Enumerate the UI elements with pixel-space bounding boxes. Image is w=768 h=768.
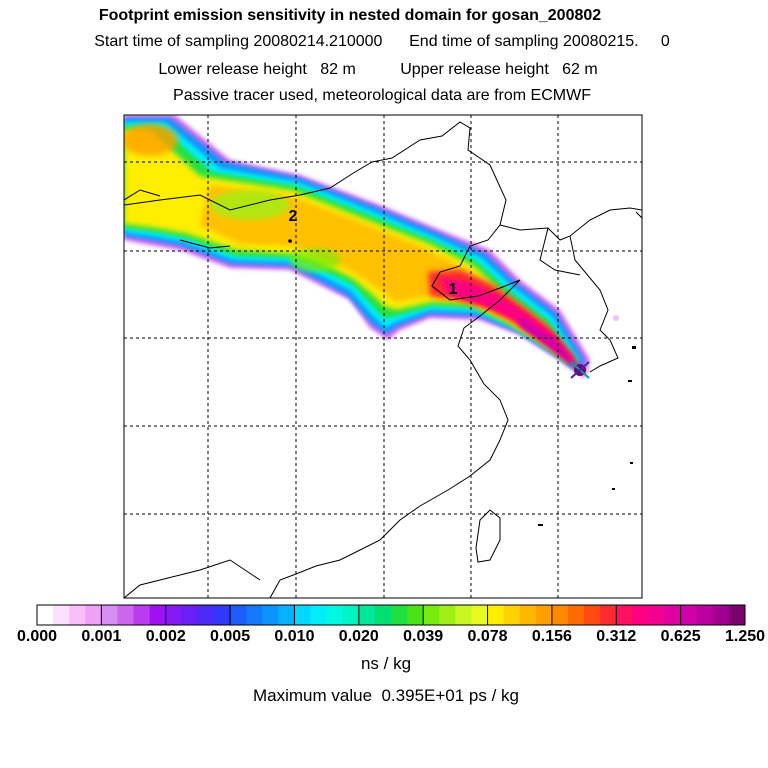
colorbar-cell bbox=[455, 605, 472, 625]
colorbar-cell bbox=[197, 605, 215, 625]
footprint-field bbox=[124, 115, 619, 378]
colorbar-tick-label: 0.625 bbox=[660, 628, 701, 645]
colorbar-cell bbox=[342, 605, 360, 625]
colorbar-cell bbox=[165, 605, 183, 625]
colorbar-cell bbox=[551, 605, 569, 625]
colorbar-cell bbox=[85, 605, 102, 625]
colorbar-tick-label: 0.312 bbox=[596, 628, 637, 645]
release-height-line: Lower release height 82 m Upper release … bbox=[158, 61, 598, 78]
colorbar-cell bbox=[616, 605, 633, 625]
tracer-info-line: Passive tracer used, meteorological data… bbox=[173, 87, 591, 104]
colorbar-tick-label: 0.010 bbox=[274, 628, 315, 645]
colorbar-tick-label: 0.039 bbox=[403, 628, 444, 645]
colorbar-tick-label: 1.250 bbox=[724, 628, 766, 645]
colorbar-cell bbox=[358, 605, 376, 625]
colorbar-tick-label: 0.078 bbox=[467, 628, 508, 645]
colorbar-cell bbox=[391, 605, 408, 625]
colorbar-cell bbox=[648, 605, 666, 625]
marker-2-point bbox=[288, 239, 292, 243]
colorbar-cell bbox=[728, 605, 746, 625]
colorbar-cell bbox=[149, 605, 167, 625]
colorbar-cell bbox=[680, 605, 698, 625]
colorbar-cell bbox=[101, 605, 118, 625]
colorbar-cell bbox=[69, 605, 86, 625]
colorbar-cell bbox=[37, 605, 54, 625]
colorbar-unit: ns / kg bbox=[360, 654, 412, 673]
lat-lon-grid bbox=[124, 115, 642, 598]
colorbar-cell bbox=[278, 605, 295, 625]
colorbar-cell bbox=[439, 605, 456, 625]
colorbar-cell bbox=[600, 605, 617, 625]
colorbar-tick-label: 0.001 bbox=[81, 628, 122, 645]
receptor-x-icon bbox=[570, 361, 590, 379]
colorbar-cell bbox=[310, 605, 328, 625]
plot-title: Footprint emission sensitivity in nested… bbox=[98, 7, 602, 24]
colorbar-cell bbox=[423, 605, 440, 625]
marker-1-label: 1 bbox=[449, 281, 458, 298]
colorbar-cell bbox=[407, 605, 424, 625]
coastlines bbox=[124, 121, 642, 598]
colorbar-cell bbox=[632, 605, 649, 625]
colorbar-cell bbox=[535, 605, 553, 625]
footprint-map: 1 2 bbox=[123, 114, 643, 599]
colorbar-tick-label: 0.020 bbox=[338, 628, 379, 645]
colorbar-cell bbox=[584, 605, 601, 625]
colorbar-tick-label: 0.002 bbox=[145, 628, 186, 645]
colorbar-cell bbox=[230, 605, 247, 625]
map-frame bbox=[123, 114, 643, 599]
colorbar-tick-label: 0.156 bbox=[531, 628, 572, 645]
colorbar-cell bbox=[326, 605, 344, 625]
colorbar bbox=[36, 604, 746, 626]
islands bbox=[538, 346, 636, 526]
colorbar-cell bbox=[519, 605, 537, 625]
colorbar-cell bbox=[712, 605, 730, 625]
colorbar-cell bbox=[471, 605, 489, 625]
colorbar-cell bbox=[503, 605, 521, 625]
colorbar-cell bbox=[374, 605, 392, 625]
colorbar-cell bbox=[568, 605, 585, 625]
colorbar-tick-label: 0.000 bbox=[16, 628, 58, 645]
colorbar-cell bbox=[214, 605, 231, 625]
colorbar-cell bbox=[181, 605, 199, 625]
colorbar-cell bbox=[487, 605, 505, 625]
colorbar-cell bbox=[696, 605, 714, 625]
colorbar-cell bbox=[664, 605, 682, 625]
sampling-time-line: Start time of sampling 20080214.210000 E… bbox=[94, 33, 670, 50]
colorbar-cell bbox=[294, 605, 312, 625]
colorbar-tick-label: 0.005 bbox=[210, 628, 251, 645]
colorbar-cell bbox=[53, 605, 70, 625]
marker-2-label: 2 bbox=[289, 208, 298, 225]
colorbar-cell bbox=[133, 605, 151, 625]
maximum-value-text: Maximum value 0.395E+01 ps / kg bbox=[253, 686, 519, 705]
colorbar-cell bbox=[246, 605, 263, 625]
colorbar-cell bbox=[117, 605, 135, 625]
colorbar-cell bbox=[262, 605, 279, 625]
